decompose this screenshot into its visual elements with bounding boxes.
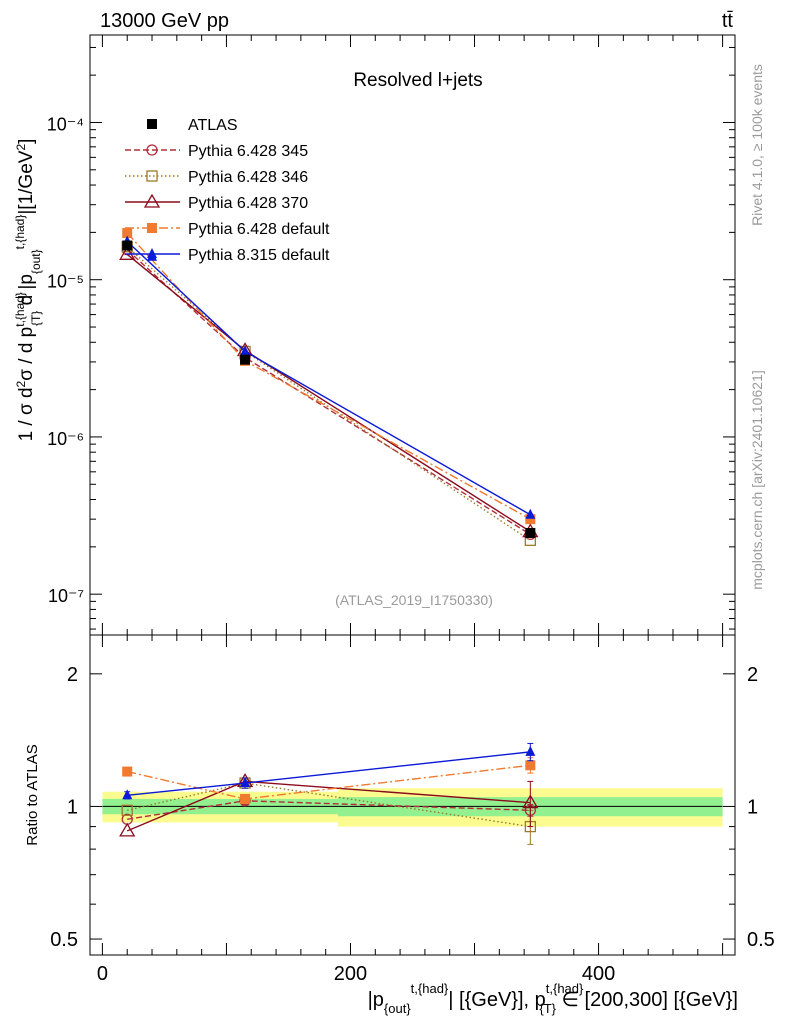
ratio-point [522,794,539,809]
top-y-tick-label: 10⁻⁶ [47,429,84,449]
ratio-y-tick-label-right: 0.5 [747,929,775,951]
top-y-tick-label: 10⁻⁵ [47,272,84,292]
header-right: tt̄ [722,10,734,32]
x-tick-label: 0 [97,963,108,985]
ratio-point [240,793,251,804]
legend-label: Pythia 6.428 346 [188,169,308,186]
top-y-tick-label: 10⁻⁴ [47,114,84,134]
legend-entry-pythia-6-428-345: Pythia 6.428 345 [125,143,308,160]
ratio-y-tick-label-right: 1 [747,796,758,818]
legend-marker [143,193,161,208]
legend-label: ATLAS [188,117,238,134]
ratio-point [525,745,536,756]
x-tick-label: 200 [334,963,367,985]
data-point [525,508,536,519]
ratio-y-tick-label-right: 2 [747,664,758,686]
series-line [126,246,531,541]
legend-entry-atlas: ATLAS [147,117,238,134]
legend-entry-pythia-6-428-370: Pythia 6.428 370 [125,193,308,212]
bottom-panel-frame [89,634,736,956]
legend: ATLAS Pythia 6.428 345 Pythia 6.428 346 Pyt… [125,117,330,264]
source-label: mcplots.cern.ch [arXiv:2401.10621] [749,370,765,589]
x-axis-label: |p{out}t,{had}| [{GeV}], pt,{had} {T} ∈ [… [368,981,738,1016]
legend-entry-pythia-8-315-default: Pythia 8.315 default [125,247,330,264]
data-point [240,354,251,365]
legend-marker [147,223,157,233]
ratio-point [121,804,133,816]
ratio-point [122,766,133,777]
ratio-point [525,760,536,771]
ratio-y-axis: 0.5 0.5 1 1 2 2 [50,664,775,951]
data-point [525,514,536,525]
header-left: 13000 GeV pp [100,10,229,32]
legend-marker [146,144,158,156]
legend-marker [146,170,158,182]
legend-marker [147,119,157,129]
legend-label: Pythia 8.315 default [188,247,330,264]
legend-marker [147,248,157,258]
x-axis: 0 200 400 [97,635,724,985]
top-x-ticks [101,35,724,635]
ratio-curves [119,742,539,845]
legend-entry-pythia-6-428-default: Pythia 6.428 default [125,221,330,238]
top-y-tick-label: 10⁻⁷ [48,586,84,606]
series-atlas [122,240,536,538]
top-curves [119,228,539,546]
legend-entry-pythia-6-428-346: Pythia 6.428 346 [125,169,308,186]
ratio-point [240,777,251,788]
top-y-axis: 10⁻⁷ 10⁻⁶ 10⁻⁵ 10⁻⁴ [47,46,735,630]
ratio-point [122,789,133,800]
data-point [525,527,536,538]
ratio-y-tick-label: 1 [67,796,78,818]
series-line [126,249,531,535]
ratio-series-pythia-6-428-default [122,757,536,804]
bottom-panel: 0.5 0.5 1 1 2 2 0 200 400 Ratio to ATLAS |p{out… [24,634,775,1016]
legend-label: Pythia 6.428 default [188,221,330,238]
ratio-y-tick-label: 2 [67,664,78,686]
chart-title: Resolved l+jets [353,70,482,91]
data-point [240,345,251,356]
top-y-axis-label: 1 / σ d2σ / d pt,{had} {T} d |p{out}t,{ha… [13,139,43,442]
rivet-version-label: Rivet 4.1.0, ≥ 100k events [749,64,765,226]
ratio-y-tick-label: 0.5 [50,929,78,951]
analysis-watermark: (ATLAS_2019_I1750330) [335,592,493,608]
data-point [122,228,133,239]
x-tick-label: 400 [582,963,615,985]
data-point [122,240,133,251]
ratio-point [119,822,136,837]
ratio-y-axis-label: Ratio to ATLAS [24,744,41,845]
ratio-series-pythia-8-315-default [122,742,536,800]
legend-label: Pythia 6.428 370 [188,195,308,212]
legend-label: Pythia 6.428 345 [188,143,308,160]
